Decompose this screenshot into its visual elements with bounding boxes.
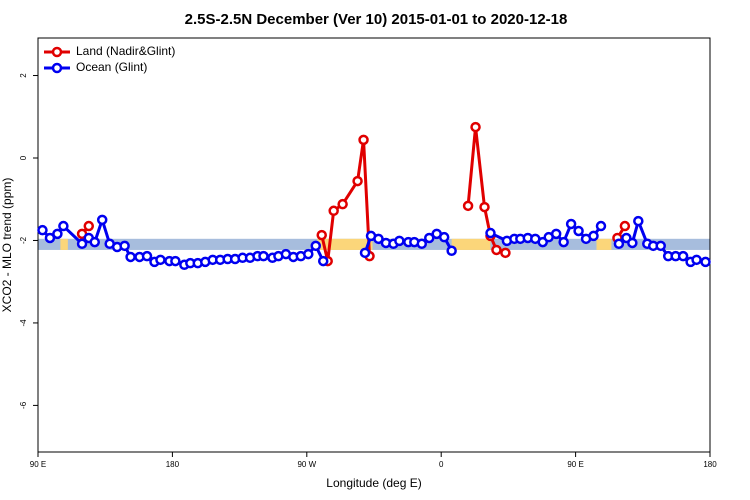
legend-marker [51,46,63,58]
ocean-band [38,238,710,250]
data-point [258,250,269,262]
data-point [613,238,625,250]
data-point [565,218,577,230]
data-point [58,220,69,232]
data-point [633,215,644,227]
data-point [619,220,631,232]
y-tick-label: 0 [19,155,28,160]
data-point [550,228,562,240]
data-point [317,255,329,267]
data-point [76,238,88,250]
y-tick-label: -4 [19,319,28,327]
data-point [83,220,95,232]
x-tick-label: 90 W [297,460,316,469]
data-point [500,247,511,259]
data-point [655,240,666,252]
data-point [373,233,384,245]
data-point [588,230,599,242]
data-point [627,237,638,249]
x-tick-label: 90 E [567,460,583,469]
data-point [352,175,363,187]
data-point [337,198,348,210]
data-point [446,245,457,257]
land-band [451,238,491,250]
data-point [470,121,481,133]
data-point [691,254,702,266]
data-point [438,231,450,243]
y-tick-label: -2 [19,236,28,244]
land-band [60,238,68,250]
data-point [125,251,136,263]
plot-frame [37,37,711,453]
data-point [155,254,166,266]
y-axis-label: XCO2 - MLO trend (ppm) [0,178,14,313]
data-point [358,134,369,146]
data-point [491,244,502,256]
chart-title: 2.5S-2.5N December (Ver 10) 2015-01-01 t… [185,11,568,28]
legend-label: Land (Nadir&Glint) [76,44,175,58]
data-point [424,232,435,244]
land-band [317,238,373,250]
legend-label: Ocean (Glint) [76,60,147,74]
data-point [558,236,569,248]
data-point [44,232,56,244]
data-point [52,228,63,240]
data-point [119,240,130,252]
data-point [359,247,371,259]
legend-marker [51,62,63,74]
x-tick-label: 0 [439,460,444,469]
y-tick-label: -6 [19,401,28,409]
data-point [89,236,100,248]
data-point [416,238,428,250]
data-point [677,250,689,262]
data-point [316,229,327,241]
data-point [485,227,496,239]
data-point [170,255,181,267]
x-axis-label: Longitude (deg E) [326,476,421,490]
data-point [573,225,584,237]
land-band [596,238,612,250]
data-point [303,248,314,260]
data-point [462,200,474,212]
data-point [595,220,607,232]
data-point [479,201,490,213]
data-point [37,224,48,236]
data-point [700,256,711,268]
y-tick-label: 2 [19,73,28,78]
data-point [394,235,405,247]
data-point [310,240,322,252]
x-tick-label: 90 E [30,460,46,469]
data-point [141,250,153,262]
data-point [328,205,339,217]
x-tick-label: 180 [703,460,717,469]
x-tick-label: 180 [166,460,180,469]
data-point [96,214,108,226]
